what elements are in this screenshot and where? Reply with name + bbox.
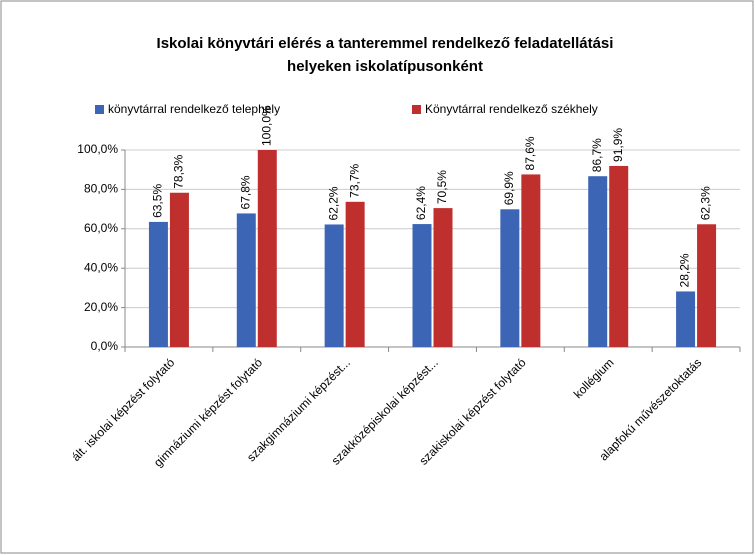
bar bbox=[500, 209, 520, 347]
value-label: 62,3% bbox=[699, 186, 713, 220]
legend-label: Könyvtárral rendelkező székhely bbox=[425, 102, 598, 116]
y-tick-label: 60,0% bbox=[84, 221, 118, 235]
value-label: 67,8% bbox=[238, 175, 252, 209]
legend-swatch bbox=[95, 105, 104, 114]
value-label: 28,2% bbox=[678, 253, 692, 287]
legend-swatch bbox=[412, 105, 421, 114]
chart-title: Iskolai könyvtári elérés a tanteremmel r… bbox=[157, 35, 614, 52]
legend-label: könyvtárral rendelkező telephely bbox=[108, 102, 280, 116]
value-label: 62,2% bbox=[326, 186, 340, 220]
bar bbox=[588, 176, 608, 347]
value-label: 63,5% bbox=[151, 184, 165, 218]
value-label: 87,6% bbox=[523, 136, 537, 170]
bar bbox=[609, 165, 629, 347]
bar bbox=[412, 224, 432, 347]
bar bbox=[236, 213, 256, 347]
bar bbox=[169, 192, 189, 347]
value-label: 86,7% bbox=[590, 138, 604, 172]
y-tick-label: 80,0% bbox=[84, 182, 118, 196]
bar bbox=[324, 224, 344, 347]
bar bbox=[345, 201, 365, 347]
value-label: 73,7% bbox=[347, 163, 361, 197]
value-label: 91,9% bbox=[611, 128, 625, 162]
value-label: 62,4% bbox=[414, 186, 428, 220]
bar bbox=[521, 174, 541, 347]
value-label: 100,0% bbox=[259, 105, 273, 146]
y-tick-label: 20,0% bbox=[84, 300, 118, 314]
chart-title: helyeken iskolatípusonként bbox=[287, 58, 483, 75]
y-tick-label: 100,0% bbox=[77, 142, 118, 156]
y-tick-label: 40,0% bbox=[84, 260, 118, 274]
value-label: 70,5% bbox=[435, 170, 449, 204]
y-tick-label: 0,0% bbox=[91, 339, 119, 353]
bar bbox=[697, 224, 717, 347]
bar bbox=[148, 221, 168, 347]
bar bbox=[676, 291, 696, 347]
value-label: 78,3% bbox=[172, 154, 186, 188]
bar bbox=[257, 150, 277, 347]
bar bbox=[433, 208, 453, 347]
value-label: 69,9% bbox=[502, 171, 516, 205]
